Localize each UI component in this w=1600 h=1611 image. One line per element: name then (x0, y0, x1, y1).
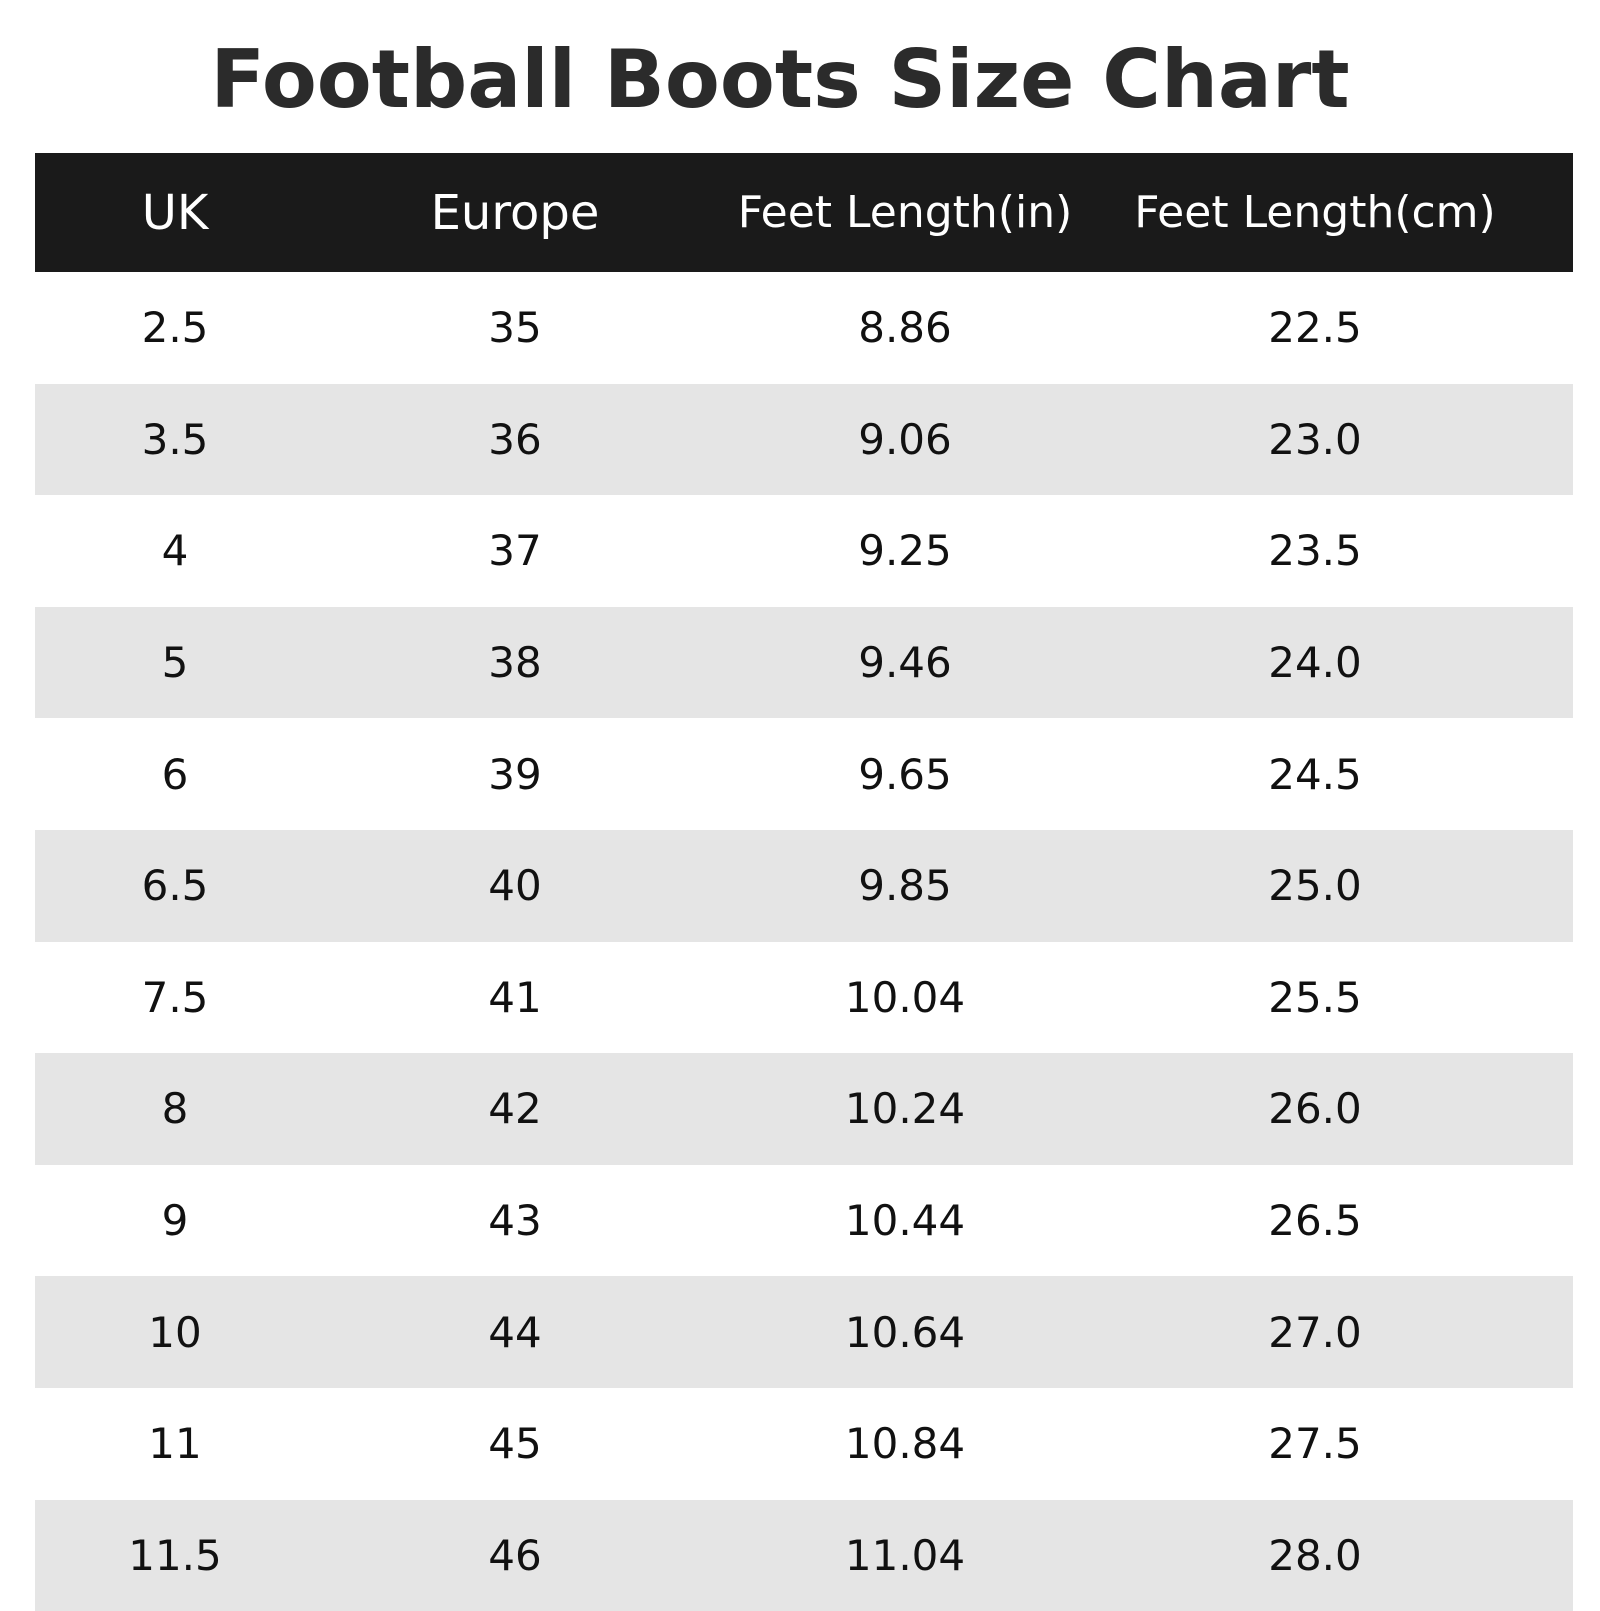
feet-length-cm-cell: 26.0 (1268, 1084, 1362, 1134)
europe-size-cell: 38 (488, 638, 542, 688)
uk-size-cell: 8 (161, 1084, 189, 1134)
europe-size-cell: 41 (488, 972, 542, 1022)
feet-length-in-cell: 9.65 (858, 749, 952, 799)
table-row: 9 43 10.44 26.5 (35, 1165, 1573, 1277)
feet-length-in-cell: 10.24 (844, 1084, 966, 1134)
table-row: 2.5 35 8.86 22.5 (35, 272, 1573, 384)
feet-length-cm-cell: 27.0 (1268, 1307, 1362, 1357)
uk-size-cell: 9 (161, 1196, 189, 1246)
feet-length-in-cell: 11.04 (844, 1530, 966, 1580)
europe-size-cell: 36 (488, 414, 542, 464)
header-feet-length-in: Feet Length(in) (737, 187, 1073, 238)
feet-length-cm-cell: 23.0 (1268, 414, 1362, 464)
europe-size-cell: 45 (488, 1419, 542, 1469)
feet-length-cm-cell: 27.5 (1268, 1419, 1362, 1469)
europe-size-cell: 44 (488, 1307, 542, 1357)
feet-length-cm-cell: 24.0 (1268, 638, 1362, 688)
feet-length-cm-cell: 26.5 (1268, 1196, 1362, 1246)
table-row: 11 45 10.84 27.5 (35, 1388, 1573, 1500)
uk-size-cell: 10 (148, 1307, 202, 1357)
uk-size-cell: 4 (161, 526, 189, 576)
uk-size-cell: 6 (161, 749, 189, 799)
uk-size-cell: 7.5 (141, 972, 209, 1022)
table-row: 6 39 9.65 24.5 (35, 718, 1573, 830)
table-row: 3.5 36 9.06 23.0 (35, 383, 1573, 496)
europe-size-cell: 37 (488, 526, 542, 576)
europe-size-cell: 39 (488, 749, 542, 799)
uk-size-cell: 11.5 (128, 1530, 222, 1580)
europe-size-cell: 46 (488, 1530, 542, 1580)
uk-size-cell: 6.5 (141, 861, 209, 911)
uk-size-cell: 2.5 (141, 303, 209, 353)
feet-length-in-cell: 9.25 (858, 526, 952, 576)
uk-size-cell: 3.5 (141, 414, 209, 464)
header-europe: Europe (430, 184, 600, 241)
feet-length-cm-cell: 25.5 (1268, 972, 1362, 1022)
europe-size-cell: 35 (488, 303, 542, 353)
table-row: 11.5 46 11.04 28.0 (35, 1499, 1573, 1611)
feet-length-cm-cell: 22.5 (1268, 303, 1362, 353)
europe-size-cell: 43 (488, 1196, 542, 1246)
europe-size-cell: 42 (488, 1084, 542, 1134)
feet-length-in-cell: 9.46 (858, 638, 952, 688)
feet-length-in-cell: 10.44 (844, 1196, 966, 1246)
uk-size-cell: 5 (161, 638, 189, 688)
europe-size-cell: 40 (488, 861, 542, 911)
feet-length-in-cell: 10.64 (844, 1307, 966, 1357)
feet-length-in-cell: 9.85 (858, 861, 952, 911)
feet-length-cm-cell: 28.0 (1268, 1530, 1362, 1580)
feet-length-cm-cell: 25.0 (1268, 861, 1362, 911)
feet-length-cm-cell: 24.5 (1268, 749, 1362, 799)
feet-length-in-cell: 8.86 (858, 303, 952, 353)
feet-length-in-cell: 9.06 (858, 414, 952, 464)
header-feet-length-cm: Feet Length(cm) (1134, 187, 1496, 238)
feet-length-in-cell: 10.04 (844, 972, 966, 1022)
header-uk: UK (141, 184, 209, 241)
uk-size-cell: 11 (148, 1419, 202, 1469)
page-title: Football Boots Size Chart (210, 33, 1350, 126)
table-row: 4 37 9.25 23.5 (35, 495, 1573, 607)
feet-length-cm-cell: 23.5 (1268, 526, 1362, 576)
feet-length-in-cell: 10.84 (844, 1419, 966, 1469)
size-table: UK Europe Feet Length(in) Feet Length(cm… (35, 153, 1573, 1611)
table-row: 10 44 10.64 27.0 (35, 1276, 1573, 1388)
table-body: 2.5 35 8.86 22.5 3.5 36 9.06 23.0 4 37 9.25 23.5 5 38… (35, 272, 1573, 1611)
table-row: 8 42 10.24 26.0 (35, 1053, 1573, 1165)
table-row: 6.5 40 9.85 25.0 (35, 829, 1573, 942)
table-row: 5 38 9.46 24.0 (35, 606, 1573, 719)
table-row: 7.5 41 10.04 25.5 (35, 942, 1573, 1054)
table-header: UK Europe Feet Length(in) Feet Length(cm… (35, 153, 1573, 272)
